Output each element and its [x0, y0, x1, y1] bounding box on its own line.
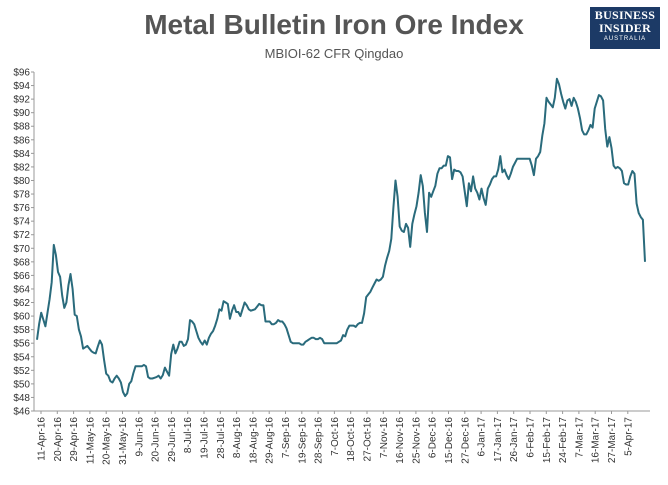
y-tick-label: $46 — [13, 407, 30, 418]
y-tick-label: $52 — [13, 366, 30, 377]
x-tick-label: 29-Apr-16 — [69, 417, 80, 462]
y-tick-label: $88 — [13, 122, 30, 133]
x-tick-label: 11-May-16 — [85, 417, 96, 464]
x-tick-label: 7-Oct-16 — [330, 417, 341, 456]
y-axis: $46 $48 $50 $52 $54 $56 $58 $60 $62 $64 $66 $68 $70 $… — [13, 68, 35, 418]
x-tick-label: 28-Jul-16 — [216, 417, 227, 459]
x-tick-label: 18-Aug-16 — [248, 417, 259, 464]
x-tick-label: 28-Sep-16 — [314, 417, 325, 464]
logo-line-1: BUSINESS — [594, 8, 656, 22]
x-tick-label: 20-Jun-16 — [151, 417, 162, 462]
chart-title: Metal Bulletin Iron Ore Index — [144, 9, 524, 40]
y-tick-label: $72 — [13, 230, 30, 241]
y-tick-label: $70 — [13, 244, 30, 255]
x-tick-label: 17-Jan-17 — [493, 417, 504, 462]
x-tick-label: 16-Mar-17 — [591, 417, 602, 464]
x-tick-label: 7-Mar-17 — [574, 417, 585, 458]
x-tick-label: 20-Apr-16 — [53, 417, 64, 462]
x-tick-label: 24-Feb-17 — [558, 417, 569, 464]
x-tick-label: 26-Jan-17 — [509, 417, 520, 462]
x-tick-label: 7-Sep-16 — [281, 417, 292, 459]
logo-line-3: AUSTRALIA — [603, 36, 647, 42]
y-tick-label: $94 — [13, 81, 30, 92]
y-tick-label: $54 — [13, 352, 30, 363]
x-tick-label: 19-Jul-16 — [200, 417, 211, 459]
x-tick-label: 19-Sep-16 — [297, 417, 308, 464]
y-tick-label: $66 — [13, 271, 30, 282]
x-tick-label: 25-Nov-16 — [411, 417, 422, 464]
y-tick-label: $48 — [13, 393, 30, 404]
chart-subtitle: MBIOI-62 CFR Qingdao — [264, 46, 404, 61]
y-tick-label: $64 — [13, 284, 30, 295]
x-tick-label: 7-Nov-16 — [379, 417, 390, 459]
x-tick-label: 31-May-16 — [118, 417, 129, 465]
x-tick-label: 6-Feb-17 — [526, 417, 537, 458]
y-tick-label: $90 — [13, 108, 30, 119]
x-tick-label: 29-Aug-16 — [265, 417, 276, 464]
y-tick-label: $80 — [13, 176, 30, 187]
x-tick-label: 29-Jun-16 — [167, 417, 178, 462]
x-tick-label: 8-Aug-16 — [232, 417, 243, 459]
y-tick-label: $50 — [13, 379, 30, 390]
y-tick-label: $82 — [13, 162, 30, 173]
x-tick-label: 18-Oct-16 — [346, 417, 357, 462]
business-insider-logo: BUSINESS INSIDER AUSTRALIA — [590, 7, 660, 49]
y-tick-label: $68 — [13, 257, 30, 268]
y-tick-label: $56 — [13, 339, 30, 350]
y-tick-label: $74 — [13, 217, 30, 228]
x-tick-label: 27-Oct-16 — [363, 417, 374, 462]
x-tick-label: 16-Nov-16 — [395, 417, 406, 464]
y-tick-label: $58 — [13, 325, 30, 336]
y-tick-label: $78 — [13, 190, 30, 201]
y-tick-label: $92 — [13, 95, 30, 106]
logo-line-2: INSIDER — [598, 21, 652, 35]
x-tick-label: 6-Dec-16 — [428, 417, 439, 459]
y-tick-label: $86 — [13, 135, 30, 146]
y-tick-label: $84 — [13, 149, 30, 160]
x-tick-label: 15-Dec-16 — [444, 417, 455, 464]
x-tick-label: 5-Apr-17 — [623, 417, 634, 456]
y-tick-label: $60 — [13, 312, 30, 323]
series-line — [36, 77, 646, 398]
y-tick-label: $76 — [13, 203, 30, 214]
x-tick-label: 27-Mar-17 — [607, 417, 618, 464]
y-tick-label: $96 — [13, 68, 30, 79]
x-tick-label: 11-Apr-16 — [37, 417, 48, 461]
x-tick-label: 8-Jul-16 — [183, 417, 194, 454]
x-axis: 11-Apr-16 20-Apr-16 29-Apr-16 11-May-16 20-M… — [34, 410, 650, 465]
y-tick-label: $62 — [13, 298, 30, 309]
x-tick-label: 15-Feb-17 — [542, 417, 553, 464]
x-tick-label: 20-May-16 — [102, 417, 113, 465]
x-tick-label: 27-Dec-16 — [460, 417, 471, 464]
x-tick-label: 9-Jun-16 — [134, 417, 145, 457]
series-group — [36, 77, 646, 398]
x-tick-label: 6-Jan-17 — [477, 417, 488, 457]
